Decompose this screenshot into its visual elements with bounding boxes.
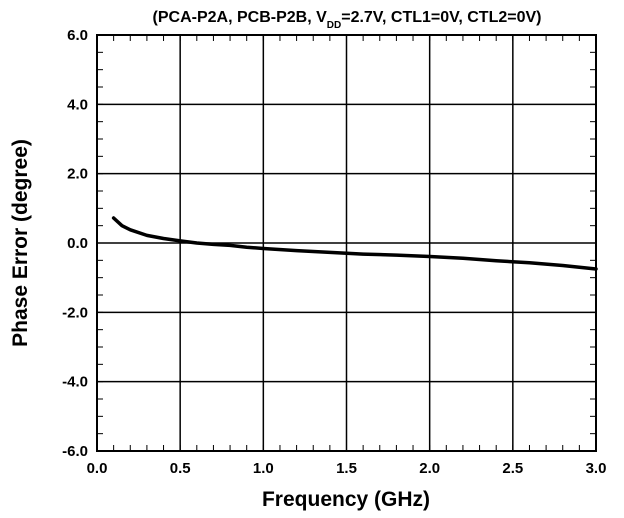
x-tick-label: 0.0 [87, 460, 108, 477]
chart-title-prefix: (PCA-P2A, PCB-P2B, V [153, 9, 328, 26]
chart-title-subscript: DD [327, 20, 341, 31]
x-tick-label: 2.5 [502, 460, 523, 477]
y-tick-label: 4.0 [67, 96, 88, 113]
data-series [111, 216, 598, 271]
y-tick-label: -2.0 [62, 304, 88, 321]
chart-title: (PCA-P2A, PCB-P2B, VDD=2.7V, CTL1=0V, CT… [153, 9, 542, 31]
y-tick-labels: -6.0 -4.0 -2.0 0.0 2.0 4.0 6.0 [62, 27, 88, 460]
y-tick-label: -4.0 [62, 374, 88, 391]
chart-title-suffix: =2.7V, CTL1=0V, CTL2=0V) [341, 9, 541, 26]
x-tick-label: 1.5 [336, 460, 357, 477]
plot-frame [96, 34, 597, 452]
y-tick-label: -6.0 [62, 443, 88, 460]
x-tick-label: 3.0 [586, 460, 607, 477]
x-tick-label: 2.0 [419, 460, 440, 477]
y-axis-label: Phase Error (degree) [9, 139, 32, 347]
y-tick-label: 2.0 [67, 166, 88, 183]
y-tick-label: 6.0 [67, 27, 88, 44]
phase-error-line [111, 216, 598, 271]
x-tick-label: 1.0 [253, 460, 274, 477]
x-axis-label: Frequency (GHz) [262, 488, 430, 511]
y-tick-label: 0.0 [67, 235, 88, 252]
x-tick-labels: 0.0 0.5 1.0 1.5 2.0 2.5 3.0 [87, 460, 607, 477]
x-tick-label: 0.5 [170, 460, 191, 477]
grid-lines [97, 35, 596, 451]
